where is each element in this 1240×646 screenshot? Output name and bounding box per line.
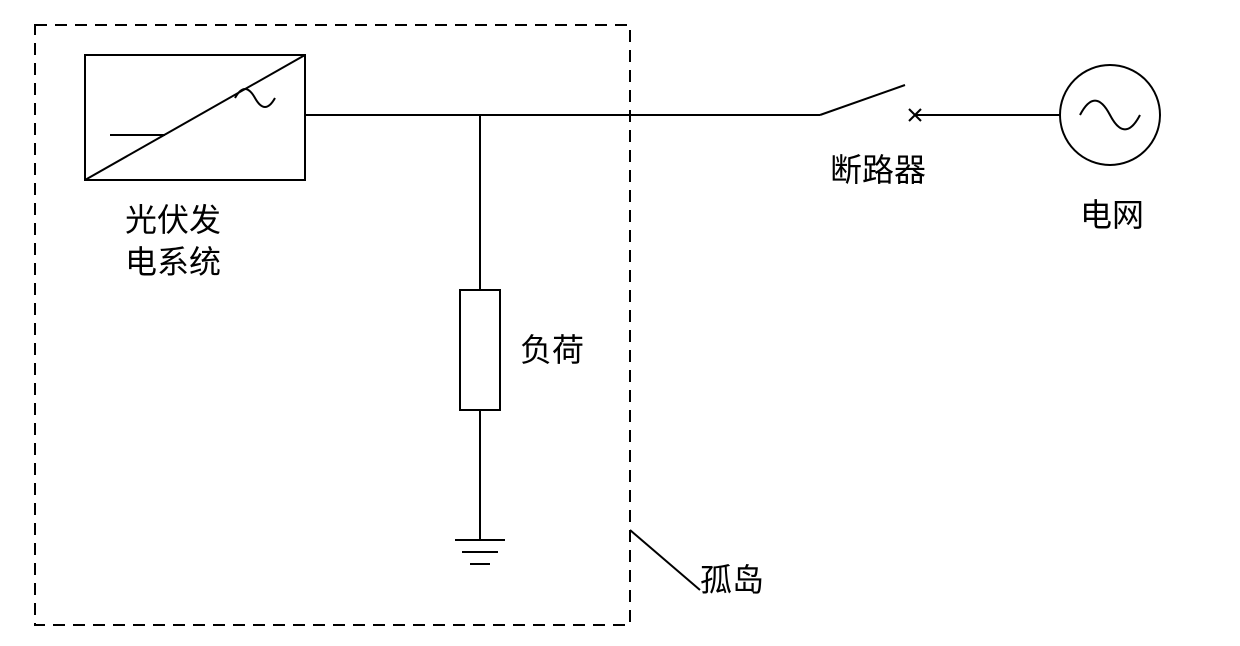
load-label: 负荷 bbox=[520, 330, 584, 372]
inverter-label: 光伏发 电系统 bbox=[125, 200, 221, 283]
circuit-diagram bbox=[0, 0, 1240, 646]
breaker-arm bbox=[820, 85, 905, 115]
island-callout-line bbox=[630, 530, 700, 590]
load-rect bbox=[460, 290, 500, 410]
grid-sine-icon bbox=[1080, 101, 1140, 130]
grid-label: 电网 bbox=[1080, 195, 1144, 237]
island-label: 孤岛 bbox=[700, 560, 764, 602]
ground-icon bbox=[455, 540, 505, 564]
inverter-diagonal bbox=[85, 55, 305, 180]
breaker-label: 断路器 bbox=[830, 150, 926, 192]
